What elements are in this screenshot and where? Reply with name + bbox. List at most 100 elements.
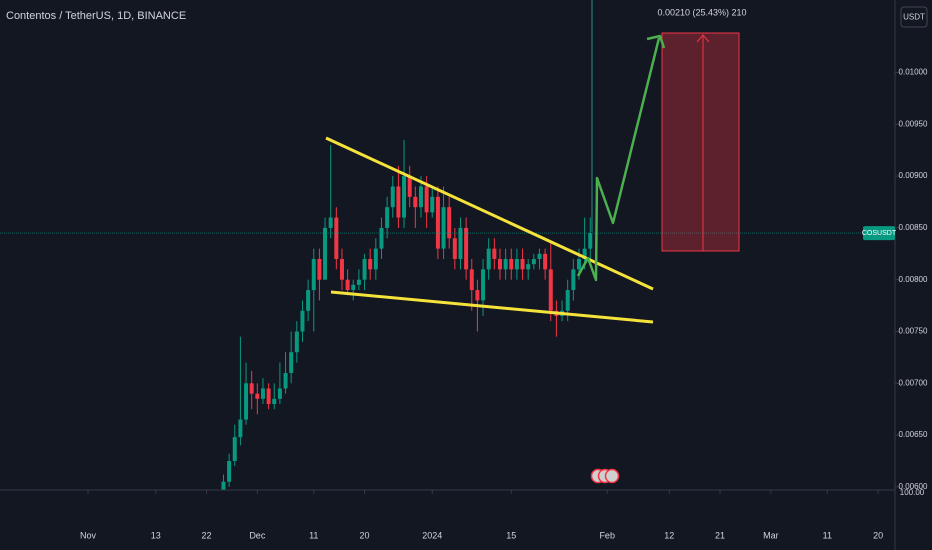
- symbol-tag-bg: [863, 226, 895, 241]
- projection-arrow-head: [646, 34, 666, 49]
- candle-body: [520, 258, 525, 270]
- candle-body: [311, 258, 316, 291]
- candle-body: [396, 186, 401, 218]
- candle-body: [464, 227, 469, 270]
- x-tick-label: Feb: [599, 530, 615, 540]
- x-tick-label: 22: [202, 530, 212, 540]
- candle-body: [339, 258, 344, 280]
- candle-body: [452, 238, 457, 259]
- candle-body: [356, 279, 361, 285]
- candle-body: [475, 290, 480, 301]
- candle-body: [458, 227, 463, 259]
- measure-box[interactable]: [661, 32, 740, 252]
- candle-body: [328, 217, 333, 228]
- candle-body: [289, 352, 294, 373]
- candle-body: [362, 258, 367, 280]
- x-tick-label: Nov: [80, 530, 97, 540]
- y-tick-label: 0.00900: [899, 171, 928, 180]
- candle-body: [492, 248, 497, 259]
- candle-body: [345, 279, 350, 291]
- candle-body: [497, 258, 502, 270]
- y-tick-label: 0.00850: [899, 223, 928, 232]
- x-tick-label: 11: [309, 530, 318, 540]
- drawings: [325, 0, 740, 484]
- candle-body: [317, 258, 322, 280]
- candle-body: [260, 388, 265, 399]
- candle-body: [576, 258, 581, 270]
- x-tick-label: 15: [506, 530, 516, 540]
- x-tick-label: 11: [823, 530, 832, 540]
- y-tick-label: 0.00800: [899, 275, 928, 284]
- projection-arrow[interactable]: [576, 37, 661, 282]
- candle-body: [238, 419, 243, 438]
- candle-body: [430, 196, 435, 213]
- scale-label: 100.00: [900, 488, 925, 497]
- candle-body: [548, 269, 553, 311]
- candle-body: [227, 460, 232, 482]
- candle-body: [441, 207, 446, 249]
- x-tick-label: Dec: [249, 530, 266, 540]
- candle-body: [306, 290, 311, 311]
- candle-body: [351, 284, 356, 291]
- candle-body: [509, 258, 514, 270]
- candle-body: [385, 207, 390, 228]
- candle-body: [469, 269, 474, 291]
- candle-body: [272, 398, 277, 405]
- candle-body: [283, 372, 288, 389]
- candle-body: [266, 388, 271, 405]
- currency-button[interactable]: [900, 6, 928, 28]
- measure-label: 0.00210 (25.43%) 210: [657, 7, 746, 17]
- candle-body: [514, 258, 519, 270]
- candle-body: [503, 258, 508, 270]
- candle-body: [537, 253, 542, 259]
- candle-body: [435, 196, 440, 249]
- candle-body: [232, 437, 237, 461]
- candle-body: [300, 310, 305, 332]
- candle-body: [407, 176, 412, 197]
- candle-body: [294, 331, 299, 353]
- y-tick-label: 0.00700: [899, 378, 928, 387]
- x-tick-label: Mar: [763, 530, 779, 540]
- candle-body: [481, 269, 486, 301]
- candle-body: [390, 186, 395, 208]
- trend-line-upper[interactable]: [325, 136, 654, 291]
- x-tick-label: 13: [151, 530, 161, 540]
- candle-body: [277, 388, 282, 399]
- candle-body: [571, 269, 576, 291]
- y-tick-label: 0.00950: [899, 119, 928, 128]
- candle-body: [588, 233, 593, 249]
- candle-body: [486, 248, 491, 270]
- candle-body: [413, 196, 418, 208]
- candle-body: [368, 258, 373, 270]
- event-icon[interactable]: [604, 468, 620, 484]
- trend-line-lower[interactable]: [330, 290, 654, 324]
- candle-body: [418, 186, 423, 208]
- candle-body: [424, 186, 429, 213]
- candle-body: [323, 227, 328, 280]
- measure-arrow-head: [696, 34, 710, 43]
- candle-body: [221, 481, 226, 490]
- y-tick-label: 0.00750: [899, 327, 928, 336]
- candle-body: [379, 227, 384, 249]
- symbol-tag: COSUSDT: [862, 230, 897, 237]
- x-tick-label: 21: [715, 530, 725, 540]
- x-tick-label: 2024: [422, 530, 442, 540]
- currency-button-label[interactable]: USDT: [903, 13, 925, 22]
- x-tick-label: 12: [664, 530, 674, 540]
- y-tick-label: 0.00600: [899, 482, 928, 491]
- candle-body: [582, 248, 587, 259]
- x-tick-label: 20: [873, 530, 883, 540]
- x-tick-label: 20: [360, 530, 370, 540]
- candle-body: [249, 383, 254, 394]
- y-tick-label: 0.01000: [899, 68, 928, 77]
- chart-title: Contentos / TetherUS, 1D, BINANCE: [6, 10, 186, 22]
- y-tick-label: 0.00650: [899, 430, 928, 439]
- candle-body: [373, 248, 378, 270]
- plot-area: [0, 139, 895, 490]
- candle-body: [334, 217, 339, 259]
- event-icons[interactable]: [590, 468, 620, 484]
- candle-body: [255, 393, 260, 399]
- candle-body: [447, 207, 452, 239]
